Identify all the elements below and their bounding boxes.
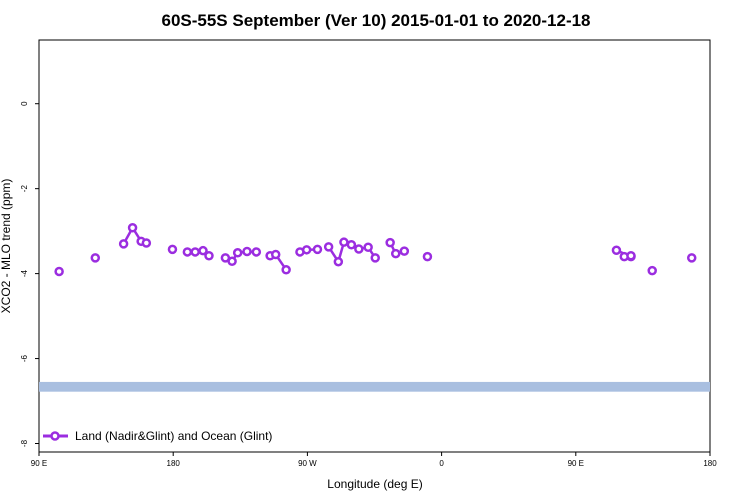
data-point [626, 251, 636, 261]
legend-marker [50, 431, 60, 441]
data-point [399, 246, 410, 256]
data-point [242, 246, 252, 257]
x-tick-label: 90 W [298, 459, 317, 468]
data-point [333, 256, 344, 267]
data-point [281, 265, 291, 275]
data-point [354, 244, 364, 254]
tick-layer: 90 E 180 90 W 0 90 E 180 0 -2 -4 -6 -8 [20, 101, 717, 468]
data-point [204, 251, 214, 261]
data-point [390, 248, 401, 259]
legend-label: Land (Nadir&Glint) and Ocean (Glint) [75, 429, 272, 443]
data-point [385, 237, 395, 248]
data-point [190, 247, 200, 257]
y-tick-label: -8 [20, 439, 29, 447]
series-layer [54, 222, 697, 277]
data-point [167, 244, 178, 255]
data-point [363, 242, 373, 253]
data-point [54, 266, 64, 277]
data-point [346, 239, 357, 250]
chart-title: 60S-55S September (Ver 10) 2015-01-01 to… [161, 11, 590, 30]
data-point [339, 237, 349, 247]
x-tick-label: 180 [703, 459, 717, 468]
data-point [141, 238, 152, 248]
data-point [422, 251, 433, 262]
y-tick-label: -4 [20, 270, 29, 278]
data-point [686, 253, 697, 263]
data-point [227, 256, 237, 267]
data-point [301, 245, 312, 255]
data-point [647, 265, 657, 276]
y-tick-label: -6 [20, 354, 29, 362]
y-axis-label: XCO2 - MLO trend (ppm) [0, 179, 13, 314]
legend: Land (Nadir&Glint) and Ocean (Glint) [43, 429, 272, 443]
data-point [251, 247, 262, 257]
data-point [323, 242, 334, 252]
data-point [198, 245, 208, 256]
data-point [182, 247, 193, 257]
x-tick-label: 180 [167, 459, 181, 468]
data-point [270, 249, 281, 260]
y-tick-label: 0 [20, 101, 29, 106]
band-layer [39, 381, 710, 392]
data-point [118, 239, 129, 249]
data-point [90, 253, 101, 263]
y-tick-label: -2 [20, 185, 29, 193]
reference-band [39, 381, 710, 392]
x-axis-label: Longitude (deg E) [327, 477, 422, 491]
plot-frame [38, 39, 711, 453]
x-tick-label: 90 E [568, 459, 584, 468]
x-tick-label: 90 E [31, 459, 47, 468]
data-point [127, 222, 138, 233]
data-point [312, 244, 323, 255]
x-tick-label: 0 [439, 459, 444, 468]
data-point [370, 253, 380, 263]
data-point [611, 245, 622, 255]
data-point [232, 248, 243, 258]
